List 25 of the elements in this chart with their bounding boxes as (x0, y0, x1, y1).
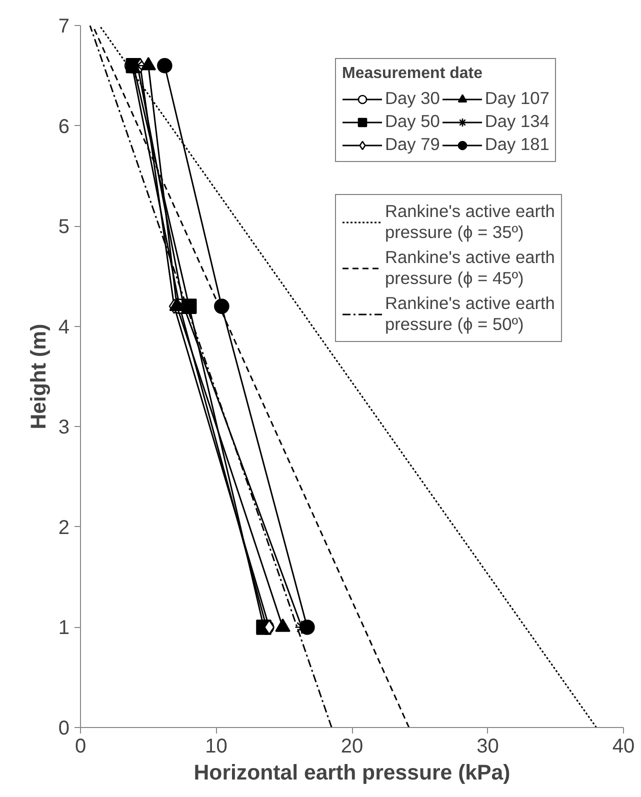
y-tick-label: 6 (58, 116, 70, 138)
x-tick-label: 20 (340, 736, 364, 758)
y-tick-label: 2 (58, 516, 70, 539)
x-axis-title: Horizontal earth pressure (kPa) (194, 760, 510, 784)
x-tick-label: 0 (74, 736, 86, 758)
legend-label: Day 50 (385, 111, 440, 132)
x-tick-label: 30 (476, 736, 499, 758)
legend-label: Rankine's active earth pressure (ϕ = 35º) (385, 201, 555, 243)
legend-label: Day 30 (385, 88, 440, 109)
y-tick-label: 4 (58, 316, 70, 338)
y-axis-title: Height (m) (26, 324, 50, 430)
legend-label: Rankine's active earth pressure (ϕ = 50º) (385, 293, 555, 335)
legend-label: Day 181 (484, 134, 550, 155)
y-tick-label: 3 (58, 416, 70, 439)
y-tick-label: 1 (58, 617, 70, 640)
y-tick-label: 5 (58, 216, 70, 238)
y-tick-label: 7 (58, 16, 70, 38)
x-tick-label: 10 (205, 736, 228, 758)
legend-label: Day 79 (385, 134, 440, 155)
legend-label: Day 107 (484, 88, 550, 109)
y-tick-label: 0 (58, 718, 70, 740)
legend-label: Day 134 (484, 111, 550, 132)
x-tick-label: 40 (612, 736, 635, 758)
legend-label: Rankine's active earth pressure (ϕ = 45º) (385, 247, 555, 289)
legend-title: Measurement date (342, 65, 484, 83)
